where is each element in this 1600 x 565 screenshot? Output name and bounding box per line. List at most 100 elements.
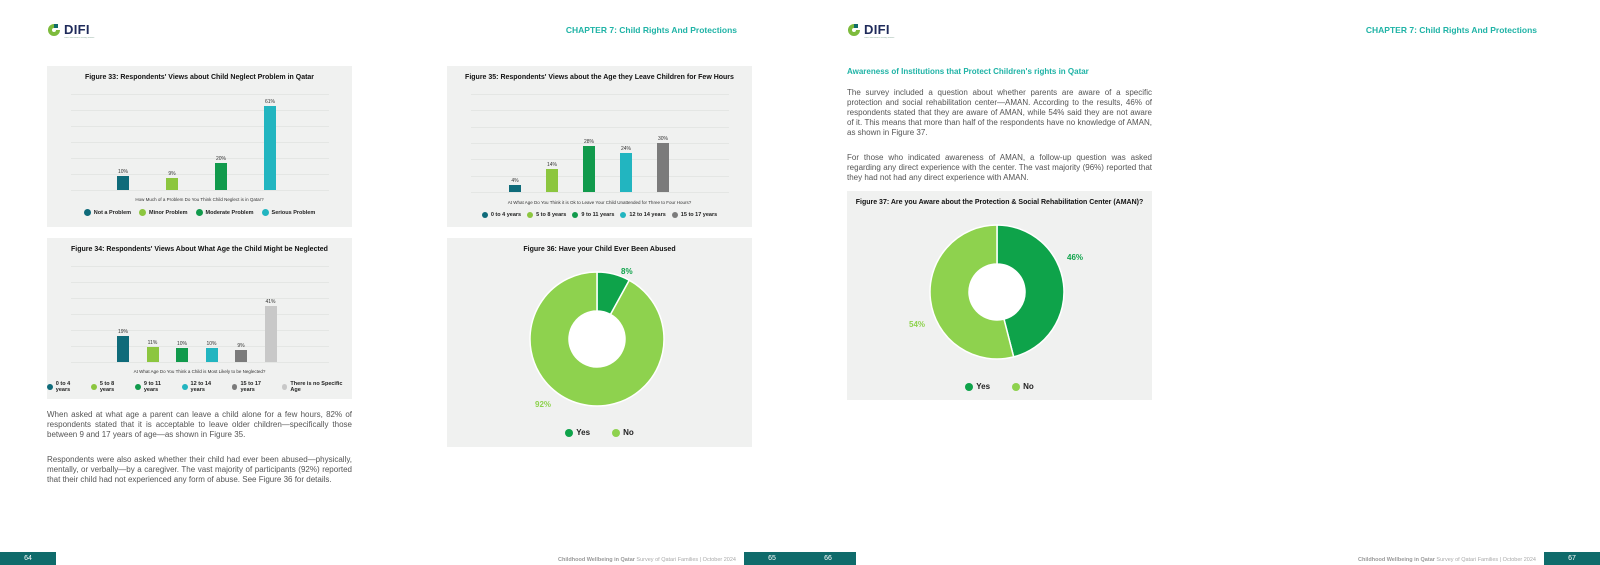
figure-36-title: Figure 36: Have your Child Ever Been Abu… <box>523 246 676 253</box>
figure-35-legend: 0 to 4 years 5 to 8 years 9 to 11 years 12 … <box>447 212 752 218</box>
figure-35-title: Figure 35: Respondents' Views about the … <box>465 74 734 81</box>
legend-label: No <box>1023 382 1034 391</box>
page-number-67: 67 <box>1544 552 1600 565</box>
figure-34-panel: Figure 34: Respondents' Views About What… <box>47 238 352 399</box>
figure-33-title: Figure 33: Respondents' Views about Chil… <box>84 74 315 81</box>
grid-line <box>71 298 329 299</box>
legend-label: Moderate Problem <box>205 209 254 216</box>
logo-subtext: Doha International Family Institute <box>64 37 95 39</box>
bar-12-to-14-years <box>205 348 218 362</box>
grid-line <box>71 94 329 95</box>
footer-title-bold: Childhood Wellbeing in Qatar <box>1358 557 1435 563</box>
legend-label: 0 to 4 years <box>490 212 522 218</box>
footer-title-bold: Childhood Wellbeing in Qatar <box>558 557 635 563</box>
bar-15-to-17-years <box>235 349 247 362</box>
legend-label: 5 to 8 years <box>99 381 115 393</box>
grid-line <box>471 159 729 161</box>
bar-value-label: 61% <box>264 99 275 106</box>
figure-34-title: Figure 34: Respondents' Views About What… <box>71 246 328 253</box>
paragraph-p65-2: Respondents were also asked whether thei… <box>47 455 352 484</box>
donut-hole <box>569 311 625 367</box>
legend-swatch <box>1012 382 1021 391</box>
bar-value-label: 28% <box>583 139 594 146</box>
bar-value-label: 19% <box>117 328 128 335</box>
bar-12-to-14-years <box>620 152 632 192</box>
grid-line <box>71 190 329 191</box>
bar-moderate-problem <box>215 162 227 190</box>
legend-swatch <box>135 384 141 390</box>
footer-left: 64 Childhood Wellbeing in Qatar Survey o… <box>0 552 800 565</box>
paragraph-p67-2: For those who indicated awareness of AMA… <box>847 153 1152 182</box>
grid-line <box>471 94 729 95</box>
legend-label: 9 to 11 years <box>143 381 161 393</box>
bar-15-to-17-years <box>657 143 669 192</box>
legend-item: 15 to 17 years <box>231 381 276 393</box>
legend-label: No <box>623 428 634 437</box>
figure-35-panel: Figure 35: Respondents' Views about the … <box>447 66 752 227</box>
legend-label: Yes <box>976 382 991 391</box>
grid-line <box>71 314 329 315</box>
footer-right: 66 Childhood Wellbeing in Qatar Survey o… <box>800 552 1600 565</box>
figure-33-axis-title: How Much of a Problem Do You Think Child… <box>135 197 264 202</box>
chapter-title: CHAPTER 7: Child Rights And Protections <box>1365 25 1537 35</box>
legend-item: 9 to 11 years <box>572 212 614 218</box>
figure-33-panel: Figure 33: Respondents' Views about Chil… <box>47 66 352 227</box>
grid-line <box>471 143 729 144</box>
logo-text: DIFI <box>64 22 90 37</box>
bar-9-to-11-years <box>176 348 188 362</box>
bar-5-to-8-years <box>146 346 159 362</box>
legend-swatch <box>620 212 627 218</box>
legend-item: 5 to 8 years <box>527 212 566 218</box>
grid-line <box>71 266 329 267</box>
grid-line <box>71 174 329 175</box>
bar-value-label: 10% <box>117 169 128 176</box>
legend-swatch <box>181 384 188 390</box>
legend-item: 12 to 14 years <box>181 381 226 393</box>
legend-item: 15 to 17 years <box>671 212 717 218</box>
figure-35-plot: 4% 14% 28% 24% 30% <box>471 94 729 193</box>
figure-37-panel: Figure 37: Are you Aware about the Prote… <box>847 191 1152 400</box>
paragraph-p67-1: The survey included a question about whe… <box>847 88 1152 137</box>
bar-value-label: 24% <box>620 145 631 152</box>
legend-swatch <box>281 384 288 390</box>
page-left: DIFI Doha International Family Institute… <box>0 22 800 565</box>
legend-item: There is no Specific Age <box>281 381 352 393</box>
figure-37-legend: Yes No <box>847 382 1152 391</box>
logo: DIFI Doha International Family Institute <box>847 22 894 39</box>
bar-value-label: 10% <box>206 341 217 348</box>
grid-line <box>471 126 729 128</box>
paragraph-p65-1: When asked at what age a parent can leav… <box>47 410 352 439</box>
figure-34-plot: 19% 11% 10% 10% 9% 41% <box>71 266 329 363</box>
difi-logo-icon <box>848 23 860 36</box>
grid-line <box>71 158 329 159</box>
figure-37-title: Figure 37: Are you Aware about the Prote… <box>855 199 1144 206</box>
figure-33-plot: 10% 9% 20% 61% <box>71 94 329 191</box>
legend-swatch <box>83 209 91 216</box>
bar-value-label: 9% <box>168 170 176 177</box>
legend-item: 0 to 4 years <box>481 212 522 218</box>
page-number-64: 64 <box>0 552 56 565</box>
legend-swatch <box>965 382 974 391</box>
figure-36-donut <box>529 271 665 407</box>
grid-line <box>71 346 329 347</box>
legend-swatch <box>91 384 97 390</box>
section-heading-aman: Awareness of Institutions that Protect C… <box>847 67 1089 76</box>
legend-swatch <box>139 209 147 216</box>
legend-item: 5 to 8 years <box>91 381 129 393</box>
page-right: DIFI Doha International Family Institute… <box>800 0 1600 565</box>
legend-label: There is no Specific Age <box>290 381 343 393</box>
legend-label: Not a Problem <box>93 209 132 216</box>
legend-item: 0 to 4 years <box>47 381 85 393</box>
bar-serious-problem <box>264 106 276 190</box>
legend-label: 12 to 14 years <box>190 381 212 393</box>
footer-title-rest: Survey of Qatari Families | October 2024 <box>634 557 736 563</box>
grid-line <box>471 110 729 112</box>
bar-value-label: 20% <box>215 155 226 162</box>
grid-line <box>71 110 329 111</box>
legend-swatch <box>47 384 53 390</box>
grid-line <box>71 126 329 127</box>
grid-line <box>71 282 329 283</box>
legend-swatch <box>195 209 203 216</box>
bar-value-label: 14% <box>546 162 557 169</box>
